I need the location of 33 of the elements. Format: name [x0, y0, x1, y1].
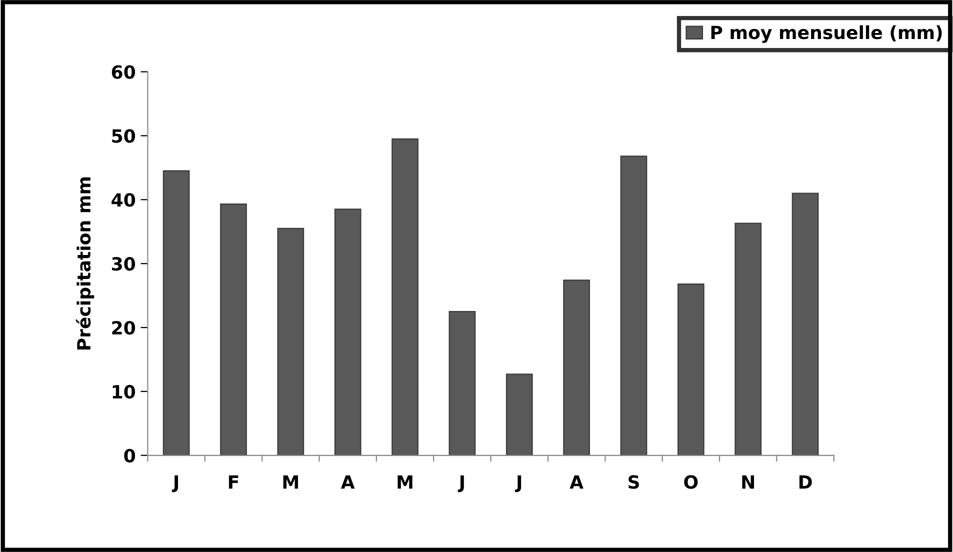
bar — [448, 310, 476, 456]
y-tick-label: 20 — [112, 320, 136, 335]
x-tick-label: D — [799, 475, 812, 489]
bar — [506, 374, 533, 456]
x-tick-label: J — [515, 475, 522, 492]
x-tick-label: N — [742, 475, 754, 489]
x-tick-label: M — [398, 475, 412, 489]
bar — [734, 222, 762, 456]
y-tick-label: 10 — [112, 384, 136, 399]
y-tick-label: 0 — [124, 448, 136, 463]
y-axis-title: Précipitation mm — [76, 177, 94, 350]
x-tick-label: A — [570, 475, 584, 489]
bar — [563, 280, 590, 456]
x-tick-label: O — [684, 475, 698, 489]
x-tick-label: A — [340, 475, 355, 489]
y-tick-label: 60 — [112, 65, 136, 79]
bar — [392, 138, 418, 456]
bar — [678, 283, 704, 456]
y-tick-label: 30 — [112, 257, 136, 271]
x-tick-label: F — [228, 475, 238, 489]
bar — [334, 208, 362, 456]
x-tick-label: S — [628, 475, 639, 489]
bar — [277, 228, 304, 456]
x-tick-label: J — [458, 475, 464, 492]
bar — [620, 156, 648, 456]
y-tick-label: 40 — [112, 193, 136, 207]
x-tick-label: J — [172, 475, 178, 492]
x-tick-label: M — [283, 475, 298, 489]
bar — [792, 192, 819, 456]
legend-label: P moy mensuelle (mm) — [711, 25, 942, 43]
y-tick-label: 50 — [112, 129, 136, 143]
bar — [220, 204, 247, 456]
bar — [162, 170, 190, 456]
